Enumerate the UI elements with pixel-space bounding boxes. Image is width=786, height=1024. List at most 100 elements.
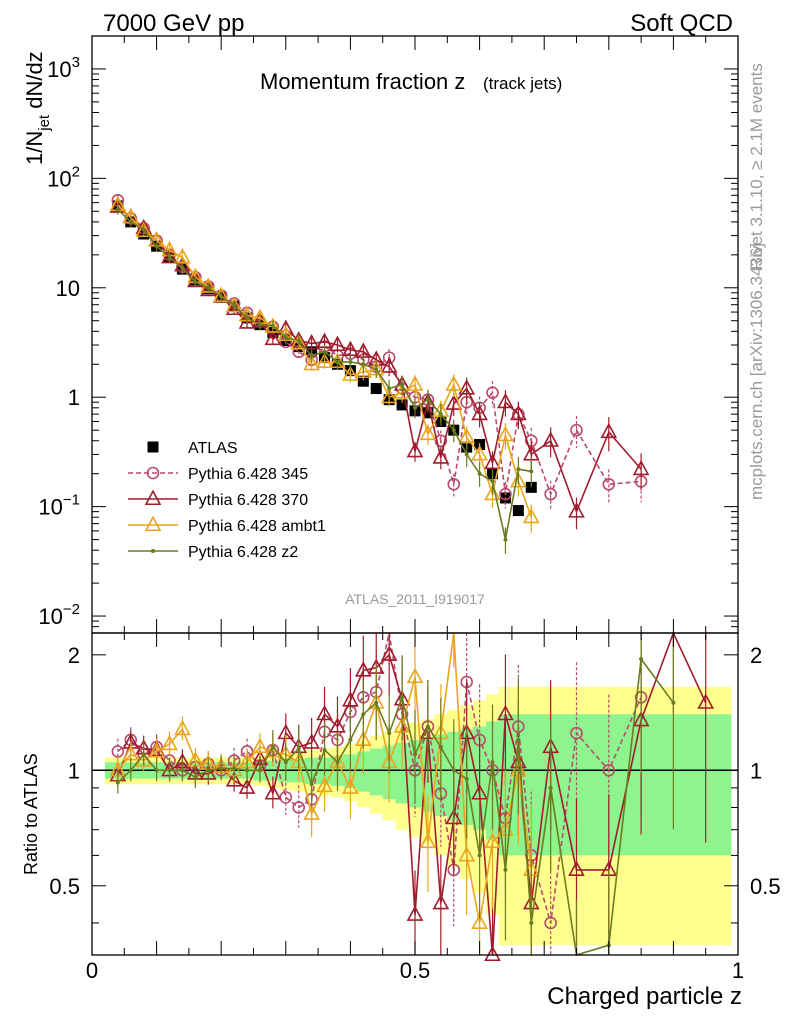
main-point [303,354,320,371]
legend-entry: ATLAS [147,440,238,457]
ratio-point [348,737,353,742]
x-axis-label: Charged particle z [547,983,742,1010]
ratio-point [154,768,159,773]
main-series-3 [109,195,540,533]
legend-marker [144,489,162,506]
ratio-point [400,695,405,700]
ratio-point [279,791,293,804]
ratio-point [206,768,211,773]
ratio-series-line [117,656,675,957]
x-tick-label: 0.5 [400,958,431,983]
main-point [400,382,405,387]
main-point [471,404,488,421]
main-point [503,537,508,542]
ratio-point [148,742,165,758]
main-point [512,505,524,517]
ratio-point [309,782,314,787]
ratio-point [342,778,359,794]
ratio-point [425,724,430,729]
main-point [316,352,333,368]
ratio-point [484,945,501,962]
main-point [458,427,476,444]
ratio-point [251,737,269,754]
main-point [406,375,424,391]
ratio-point [451,768,456,773]
legend-marker [151,549,155,553]
ratio-point [225,771,243,787]
ratio-point [219,766,224,771]
ratio-y-tick-label: 2 [68,643,80,668]
main-point [380,387,398,404]
main-point [387,386,392,391]
main-point [370,383,382,395]
main-point [529,469,534,474]
legend-entry: Pythia 6.428 ambt1 [128,515,326,535]
y-axis-label-ratio: Ratio to ATLAS [21,753,41,875]
ratio-y-tick-label-right: 2 [750,643,762,668]
main-y-tick-label: 103 [47,54,80,82]
legend-label: Pythia 6.428 ambt1 [188,518,326,535]
ratio-point [490,760,495,765]
ratio-point [477,853,482,858]
ratio-y-tick-label: 0.5 [49,874,80,899]
ratio-point [115,780,120,785]
main-point [193,279,198,284]
main-point [206,285,211,290]
ratio-point [232,766,237,771]
main-point [174,247,191,264]
chart-title-sub: (track jets) [483,74,562,93]
main-point [425,397,430,402]
main-y-tick-label: 1 [68,385,80,410]
ratio-panel [92,630,738,962]
main-point [257,322,262,327]
ratio-y-tick-label-right: 0.5 [750,874,781,899]
rivet-label: Rivet 3.1.10, ≥ 2.1M events [747,63,766,270]
main-point [135,221,153,238]
main-point [354,362,372,379]
ratio-point [413,752,417,757]
main-point [219,294,224,299]
main-point [445,375,463,391]
main-point [497,392,514,409]
ratio-point [283,760,288,765]
main-point [329,335,346,352]
main-point [270,323,275,328]
main-point [477,471,482,476]
main-point [432,448,450,464]
main-point [357,375,369,387]
header-right: Soft QCD [630,10,733,37]
main-point [510,404,527,421]
ratio-point [639,657,644,662]
main-point [283,335,288,340]
main-point [406,441,424,458]
main-point [264,329,282,346]
legend-label: Pythia 6.428 z2 [188,544,298,561]
ratio-point [342,691,359,707]
main-point [225,296,243,313]
ratio-point [257,768,262,773]
main-point [115,207,120,212]
ratio-point [193,775,198,780]
main-point [486,386,499,399]
ratio-point [432,893,450,910]
legend-label: Pythia 6.428 345 [188,466,308,483]
ratio-point [497,704,514,721]
main-series-4 [115,204,534,554]
ratio-point [419,832,437,849]
main-point [309,353,314,358]
ratio-point [529,920,534,925]
legend-entry: Pythia 6.428 345 [128,466,308,483]
main-point [497,425,514,442]
main-point [438,412,443,417]
main-point [238,313,256,329]
ratio-point [387,731,392,736]
ratio-point [602,764,616,777]
ratio-point [161,734,178,751]
main-point [154,244,159,249]
main-point [471,445,488,461]
main-point [445,394,463,410]
ratio-point [471,913,488,930]
ratio-point [270,745,275,750]
main-point [632,459,650,476]
